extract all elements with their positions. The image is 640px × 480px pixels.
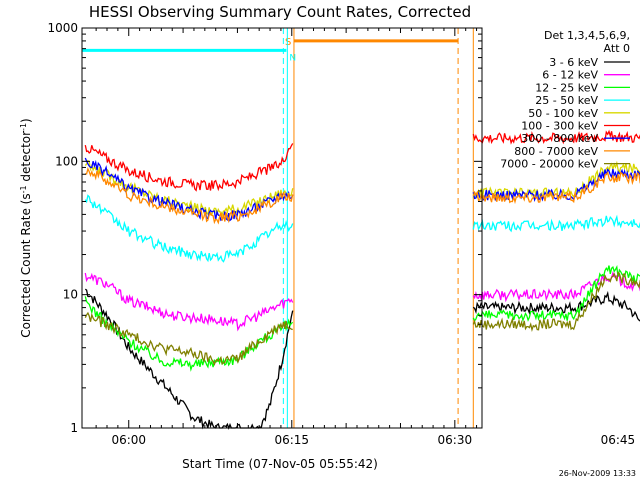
y-axis-label-end: ): [19, 118, 33, 123]
x-tick-label: 06:30: [438, 433, 473, 447]
x-axis-label: Start Time (07-Nov-05 05:55:42): [182, 457, 378, 471]
series-line-6-12-kev: [84, 271, 640, 332]
y-axis-label: Corrected Count Rate (s-1 detector-1): [19, 118, 33, 337]
y-axis-label-mid: detector: [19, 131, 33, 186]
legend-label-7000-20000-kev: 7000 - 20000 keV: [500, 158, 598, 171]
legend-label-800-7000-kev: 800 - 7000 keV: [514, 145, 598, 158]
legend-label-50-100-kev: 50 - 100 keV: [528, 107, 598, 120]
saa-label: S: [285, 37, 291, 48]
legend-header-1: Det 1,3,4,5,6,9,: [544, 29, 630, 42]
legend-label-100-300-kev: 100 - 300 keV: [521, 120, 598, 133]
legend-label-3-6-kev: 3 - 6 keV: [549, 56, 598, 69]
y-axis-label-main: Corrected Count Rate (s: [19, 193, 33, 337]
y-axis-label-sup1: -1: [19, 185, 28, 193]
y-tick-label: 100: [55, 154, 78, 168]
legend-label-12-25-kev: 12 - 25 keV: [535, 81, 598, 94]
legend-header-2: Att 0: [604, 42, 630, 55]
series-line-100-300-kev: [84, 129, 640, 192]
plot-frame: [81, 27, 483, 429]
series-line-7000-20000-kev: [84, 271, 640, 366]
y-axis-label-sup2: -1: [19, 123, 28, 131]
series-line-25-50-kev: [84, 194, 640, 263]
legend-label-6-12-kev: 6 - 12 keV: [542, 69, 598, 82]
chart-title: HESSI Observing Summary Count Rates, Cor…: [89, 3, 471, 21]
legend-label-25-50-kev: 25 - 50 keV: [535, 94, 598, 107]
y-tick-label: 10: [63, 288, 78, 302]
footer-timestamp: 26-Nov-2009 13:33: [559, 469, 636, 478]
y-tick-label: 1: [70, 421, 78, 435]
series-line-800-7000-kev: [85, 167, 640, 225]
y-tick-label: 1000: [47, 21, 78, 35]
plot-area: SNF110100100006:0006:1506:3006:4507:0007…: [47, 21, 640, 447]
night-label: N: [289, 53, 296, 63]
legend-label-300-800-kev: 300 - 800 keV: [521, 132, 598, 145]
x-tick-label: 06:00: [111, 433, 146, 447]
x-tick-label: 06:15: [274, 433, 309, 447]
x-tick-label: 06:45: [601, 433, 636, 447]
